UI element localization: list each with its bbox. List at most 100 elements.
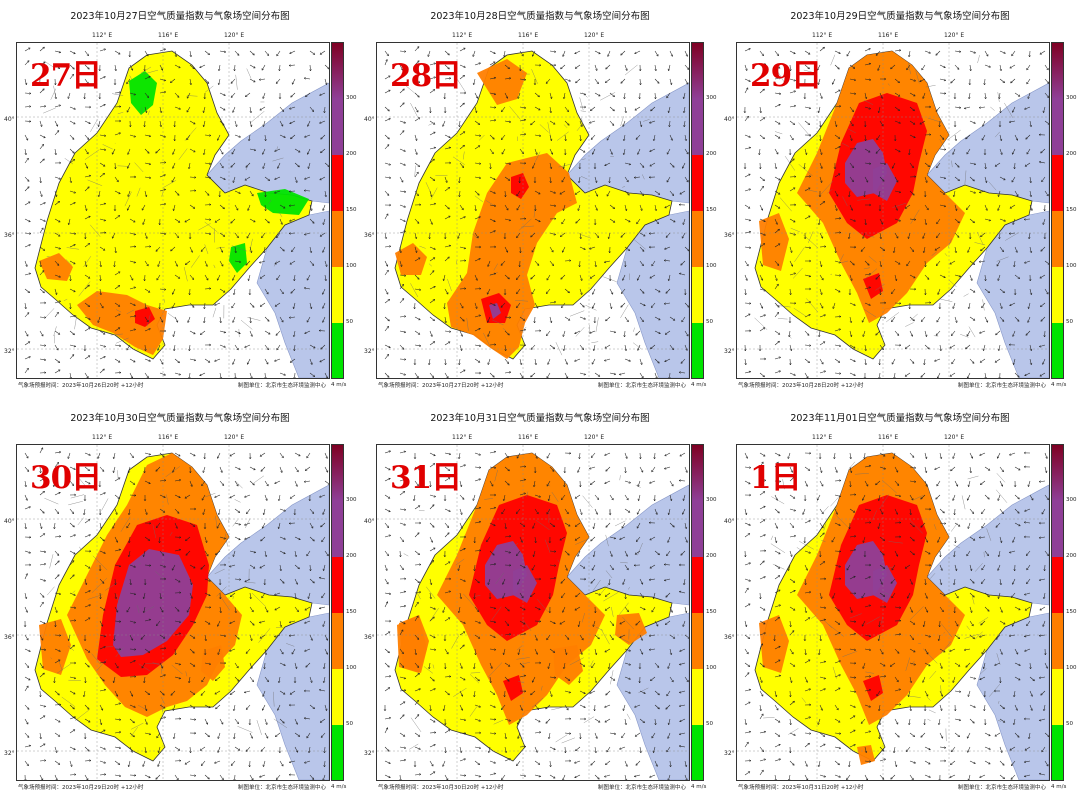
wind-arrowhead — [832, 306, 835, 310]
wind-arrowhead — [159, 596, 163, 600]
wind-arrowhead — [464, 287, 467, 290]
wind-arrowhead — [463, 47, 466, 50]
wind-arrowhead — [133, 232, 137, 236]
wind-arrowhead — [29, 563, 32, 567]
county-boundary — [808, 231, 814, 244]
county-boundary — [152, 524, 157, 539]
wind-arrowhead — [760, 264, 763, 267]
wind-vector — [489, 106, 497, 108]
wind-vector — [592, 302, 596, 309]
wind-arrowhead — [325, 456, 328, 459]
aqi-zone-heavy — [513, 565, 537, 603]
wind-arrowhead — [589, 276, 593, 279]
wind-vector — [127, 204, 131, 211]
wind-arrowhead — [179, 717, 182, 721]
wind-vector — [879, 260, 882, 267]
wind-arrowhead — [492, 137, 495, 140]
wind-vector — [399, 218, 406, 222]
wind-vector — [159, 508, 166, 513]
wind-vector — [563, 92, 566, 99]
wind-vector — [69, 550, 76, 555]
wind-vector — [172, 704, 176, 711]
wind-arrowhead — [238, 260, 242, 264]
wind-vector — [457, 564, 461, 571]
wind-arrowhead — [232, 554, 235, 558]
wind-vector — [173, 344, 176, 351]
wind-arrowhead — [323, 111, 326, 114]
wind-arrowhead — [1043, 209, 1046, 212]
wind-vector — [1025, 134, 1031, 140]
wind-vector — [114, 703, 121, 706]
wind-vector — [534, 134, 541, 137]
wind-vector — [563, 344, 566, 351]
wind-arrowhead — [894, 278, 898, 282]
wind-vector — [649, 162, 656, 167]
wind-arrowhead — [559, 192, 562, 195]
wind-arrowhead — [877, 68, 880, 72]
wind-vector — [174, 676, 181, 679]
wind-arrowhead — [670, 54, 673, 57]
county-boundary — [231, 245, 247, 252]
wind-vector — [24, 592, 27, 599]
wind-arrowhead — [592, 348, 596, 352]
county-boundary — [120, 516, 131, 532]
wind-arrowhead — [1029, 194, 1033, 198]
wind-arrowhead — [683, 293, 687, 296]
wind-arrowhead — [475, 278, 478, 281]
wind-arrowhead — [500, 137, 504, 141]
wind-arrowhead — [42, 595, 45, 598]
county-boundary — [167, 313, 177, 320]
wind-vector — [159, 64, 163, 71]
wind-arrowhead — [295, 750, 299, 753]
wind-vector — [384, 288, 389, 295]
wind-arrowhead — [148, 328, 151, 331]
wind-vector — [979, 260, 986, 263]
wind-arrowhead — [133, 360, 136, 363]
wind-arrowhead — [306, 320, 309, 323]
wind-arrowhead — [403, 330, 407, 334]
wind-vector — [39, 533, 46, 538]
wind-vector — [234, 330, 241, 334]
wind-vector — [459, 620, 466, 624]
wind-arrowhead — [509, 563, 512, 567]
wind-vector — [579, 134, 582, 141]
wind-arrowhead — [326, 553, 329, 557]
wind-arrowhead — [311, 777, 315, 780]
wind-vector — [219, 120, 225, 126]
wind-arrowhead — [216, 526, 219, 529]
wind-arrowhead — [163, 135, 167, 138]
wind-arrowhead — [54, 194, 58, 198]
wind-arrowhead — [867, 263, 870, 266]
wind-vector — [231, 148, 236, 155]
wind-vector — [399, 491, 405, 496]
wind-vector — [578, 176, 581, 183]
wind-arrowhead — [1009, 303, 1012, 307]
aqi-zone-light — [39, 619, 71, 675]
wind-vector — [214, 494, 221, 498]
wind-arrowhead — [202, 470, 205, 474]
wind-vector — [664, 260, 671, 262]
wind-vector — [114, 327, 121, 332]
wind-vector — [429, 131, 436, 136]
colorbar-segment — [1052, 211, 1063, 267]
wind-vector — [305, 662, 311, 668]
wind-arrowhead — [25, 573, 28, 576]
wind-vector — [114, 344, 121, 347]
wind-arrowhead — [430, 540, 433, 543]
wind-arrowhead — [87, 284, 90, 287]
wind-vector — [969, 288, 976, 293]
wind-arrowhead — [985, 208, 988, 212]
wind-arrowhead — [134, 245, 137, 248]
wind-arrowhead — [209, 343, 212, 347]
wind-arrowhead — [295, 484, 298, 487]
wind-arrowhead — [493, 272, 497, 276]
county-boundary — [78, 281, 91, 297]
wind-vector — [561, 218, 566, 225]
wind-vector — [289, 620, 296, 623]
wind-arrowhead — [685, 348, 688, 352]
wind-arrowhead — [43, 562, 47, 566]
wind-arrowhead — [502, 596, 505, 599]
wind-arrowhead — [88, 534, 92, 537]
wind-arrowhead — [516, 305, 519, 309]
wind-arrowhead — [319, 93, 322, 96]
